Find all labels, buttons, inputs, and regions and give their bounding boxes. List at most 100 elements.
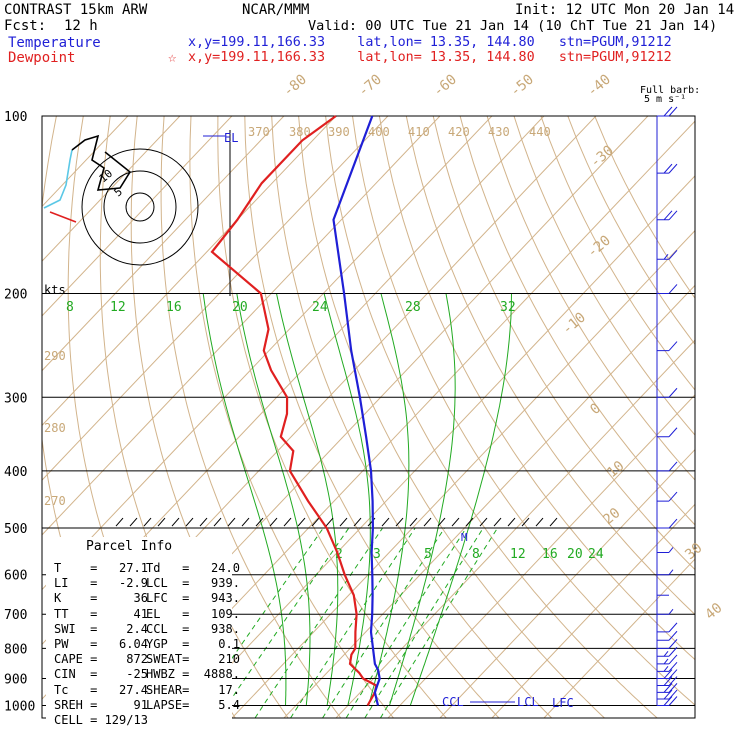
isotherm-label: -20	[584, 233, 614, 262]
parcel-info-right: CCL = 938.	[146, 621, 240, 636]
wind-barb	[657, 696, 678, 707]
isotherm-label: 30	[682, 540, 705, 563]
wind-barb	[657, 547, 674, 553]
dewpoint-legend-label: Dewpoint	[8, 50, 76, 66]
dry-adiabat-line	[244, 116, 500, 718]
isotherm-line	[387, 394, 695, 718]
parcel-info-right: SWEAT= 210	[146, 652, 240, 667]
speed-label: 32	[500, 300, 516, 315]
dry-adiabat-line	[513, 116, 695, 436]
isotherm-label: 40	[702, 600, 725, 623]
wind-barb	[657, 669, 678, 680]
moist-adiabat-line	[323, 293, 371, 706]
isotherm-line	[42, 116, 181, 262]
isotherm-label: -60	[430, 72, 460, 101]
isotherm-label: -40	[584, 72, 614, 101]
hatch-mark	[507, 517, 516, 527]
dry-adiabat-line	[271, 116, 553, 718]
parcel-info-right: LCL = 939.	[146, 576, 240, 591]
hatch-mark	[493, 517, 502, 527]
dewpoint-profile	[210, 115, 378, 707]
dry-adiabat-line	[432, 116, 695, 571]
dry-adiabat-line	[540, 116, 695, 391]
parcel-info-right: SHEAR= 17.	[146, 682, 240, 697]
isotherm-label: -50	[507, 72, 537, 101]
dry-adiabat-line	[486, 116, 695, 481]
isotherm-line	[42, 116, 233, 317]
model-title: CONTRAST 15km ARW	[4, 2, 148, 18]
parcel-info-right: Td = 24.0	[146, 561, 240, 575]
dewpoint-location: x,y=199.11,166.33 lat,lon= 13.35, 144.80…	[188, 50, 672, 65]
temperature-location: x,y=199.11,166.33 lat,lon= 13.35, 144.80…	[188, 35, 672, 50]
hodograph-ring	[125, 192, 155, 222]
theta-label: 280	[44, 421, 66, 435]
star-icon: ☆	[168, 50, 177, 66]
hatch-mark	[227, 517, 236, 527]
mixing-ratio-line	[345, 527, 467, 718]
wind-barb	[657, 622, 678, 633]
speed-label: 8	[66, 300, 74, 315]
wind-barb	[657, 569, 674, 576]
dry-adiabat-line	[298, 116, 605, 718]
center-title: NCAR/MMM	[242, 2, 310, 18]
parcel-info-panel: Parcel Info T = 27.1 Td = 24.0 LI = -2.9 LC…	[46, 537, 240, 727]
hatch-mark	[451, 517, 460, 527]
moist-adiabat-line	[368, 293, 410, 706]
dry-adiabat-line	[352, 116, 695, 706]
isotherm-line	[491, 503, 695, 718]
mixing-ratio-label: 24	[588, 547, 604, 562]
isotherm-line	[283, 284, 695, 718]
parcel-info-left: SWI = 2.4	[54, 621, 148, 636]
wind-barb	[657, 676, 678, 687]
pressure-tick-label: 200	[4, 287, 27, 302]
hatch-mark	[381, 517, 390, 527]
temperature-legend-label: Temperature	[8, 35, 101, 51]
theta-label: 390	[328, 125, 350, 139]
wind-barb	[657, 163, 678, 174]
hatch-mark	[423, 517, 432, 527]
hatch-mark	[241, 517, 250, 527]
isotherm-label: 10	[604, 458, 627, 481]
hodograph-ring	[103, 170, 177, 244]
parcel-info-right: LAPSE= 5.4	[146, 697, 240, 712]
wind-barb	[657, 427, 678, 438]
isotherm-line	[42, 116, 389, 481]
wind-barb	[657, 341, 678, 352]
wind-barb	[657, 249, 678, 260]
hatch-mark	[325, 517, 334, 527]
forecast-value: 12 h	[64, 18, 98, 34]
isotherm-line	[42, 116, 493, 591]
dry-adiabat-line	[567, 116, 695, 346]
speed-label: 20	[232, 300, 248, 315]
wind-barb	[657, 106, 678, 117]
hodograph-ring-label: 5	[112, 185, 125, 199]
hatch-mark	[255, 517, 264, 527]
wind-barb	[657, 608, 674, 615]
parcel-info-right: EL = 109.	[146, 606, 240, 621]
lcl-marker-label: LCL	[517, 695, 539, 709]
hatch-mark	[297, 517, 306, 527]
barb-note-line2: 5 m s⁻¹	[644, 94, 687, 105]
forecast-label: Fcst:	[4, 18, 47, 34]
ccl-marker-label: CCL	[442, 695, 464, 709]
mixing-ratio-line	[254, 527, 384, 718]
theta-label: 420	[448, 125, 470, 139]
m-marker-label: M	[461, 531, 468, 544]
parcel-info-right: LFC = 943.	[146, 591, 240, 606]
hatch-mark	[129, 517, 138, 527]
isotherm-line	[543, 558, 695, 718]
parcel-info-left: CIN = -25	[54, 667, 148, 682]
mixing-ratio-line	[364, 527, 484, 718]
hatch-mark	[437, 517, 446, 527]
wind-barb	[657, 654, 678, 665]
parcel-info-left: CELL = 129/13	[54, 713, 148, 727]
theta-label: 410	[408, 125, 430, 139]
hatch-mark	[185, 517, 194, 527]
theta-label: 430	[488, 125, 510, 139]
wind-barb	[657, 284, 678, 294]
mixing-ratio-label: 8	[472, 547, 480, 562]
mixing-ratio-label: 16	[542, 547, 558, 562]
dry-adiabat-line	[325, 116, 658, 718]
